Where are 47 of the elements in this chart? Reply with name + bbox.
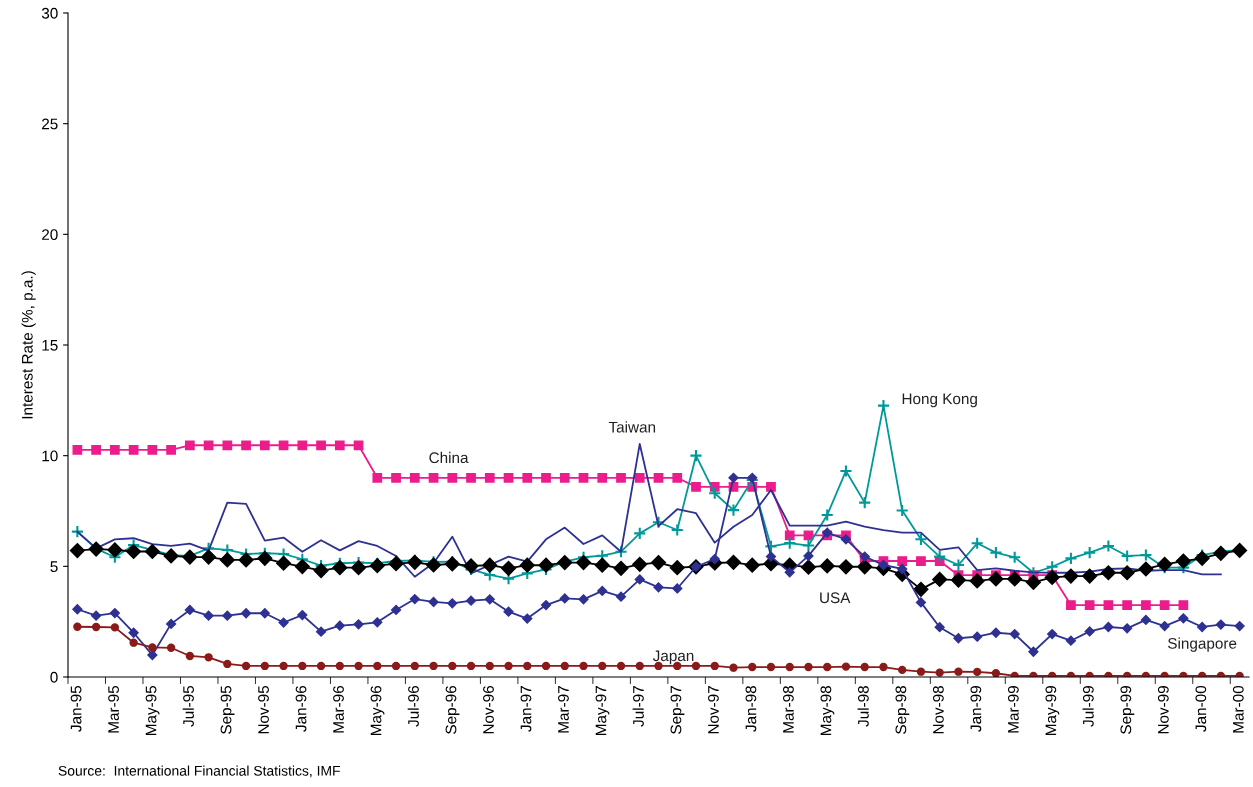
x-tick-label: Sep-98	[895, 685, 910, 734]
y-tick-label: 30	[41, 7, 58, 19]
x-tick-label: Jan-00	[1195, 685, 1207, 732]
y-tick-label: 10	[42, 450, 58, 462]
x-tick-label: Sep-96	[445, 686, 460, 734]
x-tick-label: Jul-95	[182, 685, 194, 727]
y-tick-label: 25	[42, 118, 58, 130]
x-tick-label: May-98	[820, 685, 835, 736]
x-tick-label: Jul-98	[857, 685, 869, 727]
source-note: Source: International Financial Statistics, IMF	[58, 765, 340, 778]
series-label: USA	[820, 592, 851, 604]
series-label: Hong Kong	[902, 393, 977, 408]
x-tick-label: Sep-95	[220, 685, 235, 734]
y-tick-label: 15	[42, 340, 58, 351]
x-tick-label: Mar-99	[1007, 686, 1019, 733]
x-tick-label: Jan-96	[295, 686, 307, 732]
series-label: China	[429, 451, 469, 464]
series-label: Japan	[652, 650, 694, 665]
x-tick-label: Mar-00	[1232, 685, 1244, 733]
y-tick-label: 5	[50, 561, 58, 573]
x-tick-label: May-96	[370, 686, 385, 736]
x-tick-label: Mar-96	[333, 686, 344, 733]
x-tick-label: Jan-95	[70, 685, 82, 732]
x-tick-label: Sep-97	[670, 686, 685, 734]
x-tick-label: Nov-98	[932, 685, 944, 734]
x-tick-label: Mar-95	[108, 685, 119, 733]
x-tick-label: Jan-99	[970, 686, 982, 732]
x-tick-label: Jul-96	[407, 686, 419, 727]
x-tick-label: Mar-98	[783, 685, 794, 733]
x-tick-label: Nov-97	[708, 686, 719, 734]
x-tick-label: Sep-99	[1120, 686, 1135, 734]
y-tick-label: 0	[50, 671, 58, 683]
y-tick-label: 20	[42, 229, 58, 241]
x-tick-label: May-97	[595, 686, 610, 736]
x-tick-label: Nov-96	[483, 686, 494, 734]
y-axis-title: Interest Rate (%, p.a.)	[21, 271, 36, 419]
x-tick-label: Jan-97	[520, 686, 532, 732]
x-tick-label: Jan-98	[745, 685, 757, 732]
x-tick-label: Jul-97	[632, 686, 644, 727]
x-tick-label: May-99	[1045, 686, 1060, 736]
x-tick-label: Jul-99	[1082, 686, 1094, 727]
series-label: Taiwan	[608, 421, 656, 433]
series-label: Singapore	[1168, 637, 1237, 652]
x-tick-label: Mar-97	[558, 686, 569, 733]
x-tick-label: Nov-99	[1157, 686, 1169, 734]
x-tick-label: May-95	[145, 685, 160, 736]
x-tick-label: Nov-95	[258, 685, 269, 734]
